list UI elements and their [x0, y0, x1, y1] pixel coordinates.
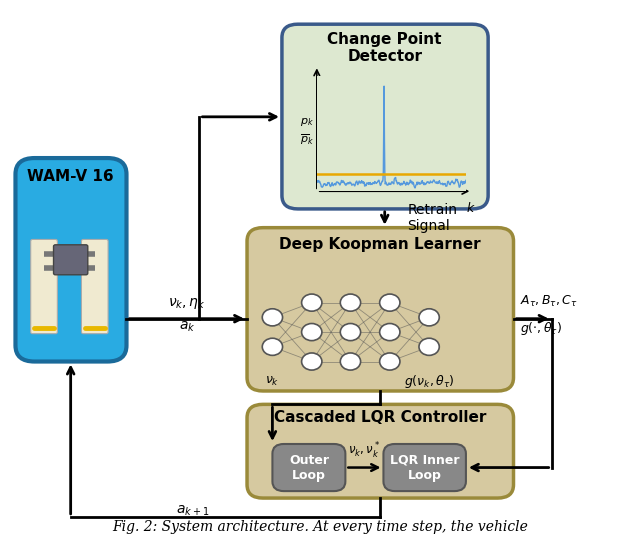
- Circle shape: [301, 294, 322, 311]
- Circle shape: [301, 324, 322, 341]
- Circle shape: [262, 309, 283, 326]
- FancyBboxPatch shape: [81, 240, 108, 334]
- FancyBboxPatch shape: [247, 228, 513, 391]
- Text: $a_{k+1}$: $a_{k+1}$: [177, 503, 210, 518]
- Text: $p_k$: $p_k$: [300, 116, 314, 128]
- Circle shape: [380, 324, 400, 341]
- Text: $k$: $k$: [466, 201, 476, 215]
- FancyBboxPatch shape: [247, 404, 513, 498]
- Text: $g(\nu_k, \theta_\tau)$: $g(\nu_k, \theta_\tau)$: [404, 373, 454, 390]
- Text: $\overline{p}_k$: $\overline{p}_k$: [300, 132, 314, 147]
- Text: LQR Inner
Loop: LQR Inner Loop: [390, 453, 460, 481]
- Text: Deep Koopman Learner: Deep Koopman Learner: [280, 237, 481, 252]
- Circle shape: [340, 353, 360, 370]
- Text: $a_k$: $a_k$: [179, 320, 195, 334]
- Text: WAM-V 16: WAM-V 16: [28, 169, 114, 184]
- FancyBboxPatch shape: [15, 158, 127, 361]
- Text: $g(\cdot, \theta_\tau)$: $g(\cdot, \theta_\tau)$: [520, 320, 562, 337]
- FancyBboxPatch shape: [54, 245, 88, 275]
- FancyBboxPatch shape: [383, 444, 466, 491]
- Text: $\nu_k, \eta_k$: $\nu_k, \eta_k$: [168, 296, 205, 311]
- Circle shape: [419, 338, 439, 355]
- Circle shape: [340, 294, 360, 311]
- Text: Outer
Loop: Outer Loop: [289, 453, 329, 481]
- Text: $\nu_k, \nu_k^*$: $\nu_k, \nu_k^*$: [348, 440, 381, 460]
- Circle shape: [340, 324, 360, 341]
- Text: Change Point
Detector: Change Point Detector: [328, 32, 442, 64]
- FancyBboxPatch shape: [282, 24, 488, 209]
- Text: Cascaded LQR Controller: Cascaded LQR Controller: [274, 410, 486, 425]
- Text: $A_\tau, B_\tau, C_\tau$: $A_\tau, B_\tau, C_\tau$: [520, 294, 578, 309]
- Circle shape: [262, 338, 283, 355]
- FancyBboxPatch shape: [273, 444, 346, 491]
- Circle shape: [301, 353, 322, 370]
- Text: Fig. 2: System architecture. At every time step, the vehicle: Fig. 2: System architecture. At every ti…: [112, 520, 528, 534]
- Circle shape: [380, 294, 400, 311]
- Text: Retrain
Signal: Retrain Signal: [408, 203, 458, 233]
- Text: $\nu_k$: $\nu_k$: [265, 375, 280, 388]
- FancyBboxPatch shape: [31, 240, 58, 334]
- Circle shape: [380, 353, 400, 370]
- Circle shape: [419, 309, 439, 326]
